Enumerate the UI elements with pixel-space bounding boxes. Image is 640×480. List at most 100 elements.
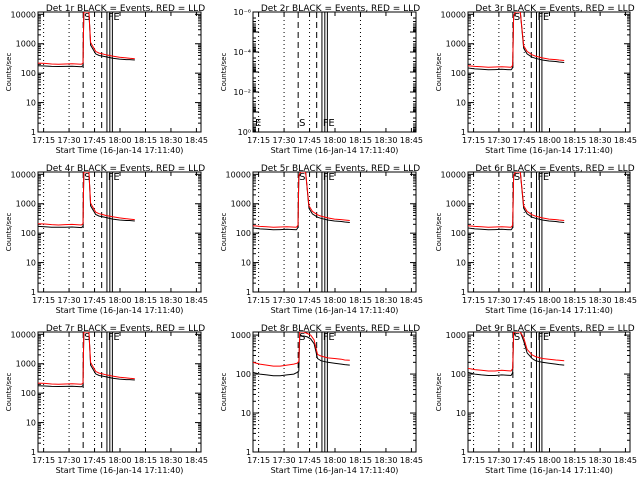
y-tick-label: 100	[21, 69, 36, 78]
x-tick-label: 18:30	[589, 136, 612, 145]
y-tick-label: 100	[21, 389, 36, 398]
x-tick-label: 18:30	[159, 456, 182, 465]
x-tick-label: 17:45	[513, 296, 536, 305]
plot-frame	[37, 331, 202, 453]
x-tick-label: 17:15	[462, 296, 485, 305]
lld-series-line	[38, 332, 135, 385]
events-series-line	[253, 172, 350, 231]
y-tick-label: 1	[31, 448, 36, 457]
x-tick-label: 17:30	[58, 296, 81, 305]
x-tick-label: 18:45	[614, 136, 637, 145]
x-axis-label: Start Time (16-Jan-14 17:11:40)	[56, 466, 184, 475]
y-tick-label: 10000	[11, 170, 36, 179]
panel-title: Det 7r BLACK = Events, RED = LLD	[46, 324, 205, 334]
y-tick-label: 1	[461, 288, 466, 297]
x-tick-label: 18:15	[563, 296, 586, 305]
y-axis-label: Counts/sec	[435, 373, 443, 412]
x-tick-label: 17:30	[273, 136, 296, 145]
plot-frame	[467, 331, 631, 453]
x-tick-label: 18:00	[323, 296, 346, 305]
marker-letter-F: F	[323, 332, 329, 343]
y-axis-label: Counts/sec	[435, 213, 443, 252]
y-tick-label: 10	[26, 419, 36, 428]
x-tick-label: 18:30	[374, 456, 397, 465]
x-tick-label: 17:30	[273, 296, 296, 305]
x-axis-label: Start Time (16-Jan-14 17:11:40)	[485, 146, 613, 155]
y-tick-label: 10	[26, 259, 36, 268]
panel-title: Det 4r BLACK = Events, RED = LLD	[46, 164, 205, 174]
x-tick-label: 18:15	[563, 136, 586, 145]
plot-frame	[252, 11, 417, 133]
x-tick-label: 18:30	[374, 136, 397, 145]
y-tick-label: 100	[236, 229, 251, 238]
x-tick-label: 18:00	[108, 296, 131, 305]
x-tick-label: 17:45	[83, 456, 106, 465]
panel-title: Det 3r BLACK = Events, RED = LLD	[475, 4, 634, 14]
y-tick-label: 1	[461, 448, 466, 457]
y-tick-label: 10	[26, 99, 36, 108]
y-tick-label: 10⁰	[238, 128, 251, 137]
y-tick-label: 1	[246, 288, 251, 297]
panel-title: Det 2r BLACK = Events, RED = LLD	[261, 4, 420, 14]
x-tick-label: 18:15	[134, 456, 157, 465]
events-series-line	[468, 12, 565, 71]
y-tick-label: 100	[236, 370, 251, 379]
x-tick-label: 17:45	[298, 456, 321, 465]
marker-letter-E: E	[113, 332, 119, 343]
x-tick-label: 18:00	[538, 136, 561, 145]
x-tick-label: 18:15	[134, 296, 157, 305]
y-axis-label: Counts/sec	[5, 213, 13, 252]
y-tick-label: 1000	[16, 360, 36, 369]
y-tick-label: 1000	[231, 200, 251, 209]
x-axis-label: Start Time (16-Jan-14 17:11:40)	[271, 146, 399, 155]
x-tick-label: 17:30	[487, 136, 510, 145]
x-tick-label: 17:45	[298, 296, 321, 305]
y-tick-label: 10000	[226, 170, 251, 179]
x-tick-label: 18:15	[349, 456, 372, 465]
marker-letter-S: S	[299, 118, 305, 129]
y-axis-label: Counts/sec	[5, 53, 13, 92]
y-tick-label: 10000	[11, 10, 36, 19]
y-tick-label: 1	[246, 448, 251, 457]
y-axis-label: Counts/sec	[220, 213, 228, 252]
events-series-line	[468, 332, 565, 377]
x-tick-label: 18:45	[400, 456, 423, 465]
x-tick-label: 18:45	[614, 296, 637, 305]
x-tick-label: 18:15	[349, 136, 372, 145]
y-tick-label: 1	[31, 128, 36, 137]
x-tick-label: 17:45	[298, 136, 321, 145]
x-tick-label: 17:15	[247, 136, 270, 145]
y-tick-label: 10000	[11, 330, 36, 339]
x-tick-label: 18:30	[589, 456, 612, 465]
x-tick-label: 18:00	[108, 456, 131, 465]
panel-title: Det 8r BLACK = Events, RED = LLD	[261, 324, 420, 334]
events-series-line	[38, 12, 135, 68]
y-tick-label: 10⁻⁴	[233, 48, 251, 57]
x-axis-label: Start Time (16-Jan-14 17:11:40)	[56, 146, 184, 155]
plot-frame	[252, 171, 417, 293]
marker-letter-F: F	[108, 12, 114, 23]
plot-frame	[467, 11, 631, 133]
events-series-line	[253, 334, 350, 377]
marker-letter-E: E	[113, 12, 119, 23]
x-tick-label: 18:45	[185, 136, 208, 145]
marker-letter-S: S	[514, 12, 520, 23]
y-tick-label: 10	[241, 409, 251, 418]
y-axis-label: Counts/sec	[5, 373, 13, 412]
y-tick-label: 10	[241, 259, 251, 268]
y-tick-label: 10000	[441, 10, 466, 19]
x-tick-label: 17:30	[58, 456, 81, 465]
x-tick-label: 18:30	[374, 296, 397, 305]
plot-frame	[467, 171, 631, 293]
x-tick-label: 17:15	[247, 296, 270, 305]
x-tick-label: 18:45	[185, 296, 208, 305]
x-tick-label: 17:30	[58, 136, 81, 145]
marker-letter-E: E	[543, 12, 549, 23]
panel-title: Det 9r BLACK = Events, RED = LLD	[475, 324, 634, 334]
marker-letter-S: S	[514, 332, 520, 343]
y-tick-label: 1000	[231, 331, 251, 340]
